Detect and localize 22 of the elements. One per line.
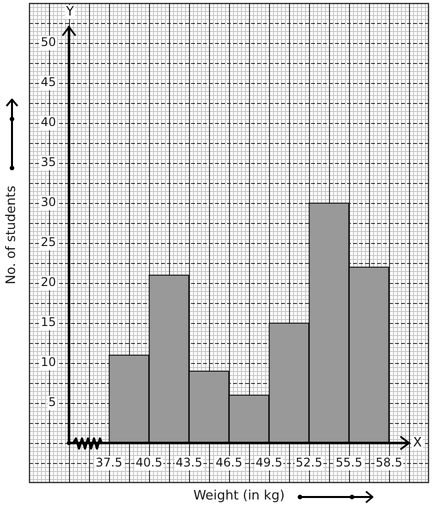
y-tick-label: 35: [40, 155, 56, 170]
x-axis-title: Weight (in kg): [193, 488, 285, 504]
y-tick-label: 40: [40, 115, 56, 130]
x-tick-label: 58.5: [376, 455, 402, 470]
x-tick-label: 43.5: [176, 455, 202, 470]
x-tick-label: 46.5: [216, 455, 242, 470]
text: X: [413, 435, 422, 450]
text: Y: [65, 4, 74, 20]
x-tick-label: 40.5: [136, 455, 162, 470]
x-tick-label: 55.5: [336, 455, 362, 470]
y-tick-label: 25: [40, 235, 56, 250]
y-tick-label: 15: [40, 315, 56, 330]
y-tick-label: 45: [40, 75, 56, 90]
y-tick-label: 50: [40, 35, 56, 50]
x-tick-label: 49.5: [256, 455, 282, 470]
y-tick-label: 5: [48, 395, 56, 410]
y-tick-label: 10: [40, 355, 56, 370]
x-tick-label: 37.5: [96, 455, 122, 470]
y-tick-label: 30: [40, 195, 56, 210]
y-axis-title: No. of students: [4, 185, 20, 284]
y-tick-label: 20: [40, 275, 56, 290]
x-tick-label: 52.5: [296, 455, 322, 470]
